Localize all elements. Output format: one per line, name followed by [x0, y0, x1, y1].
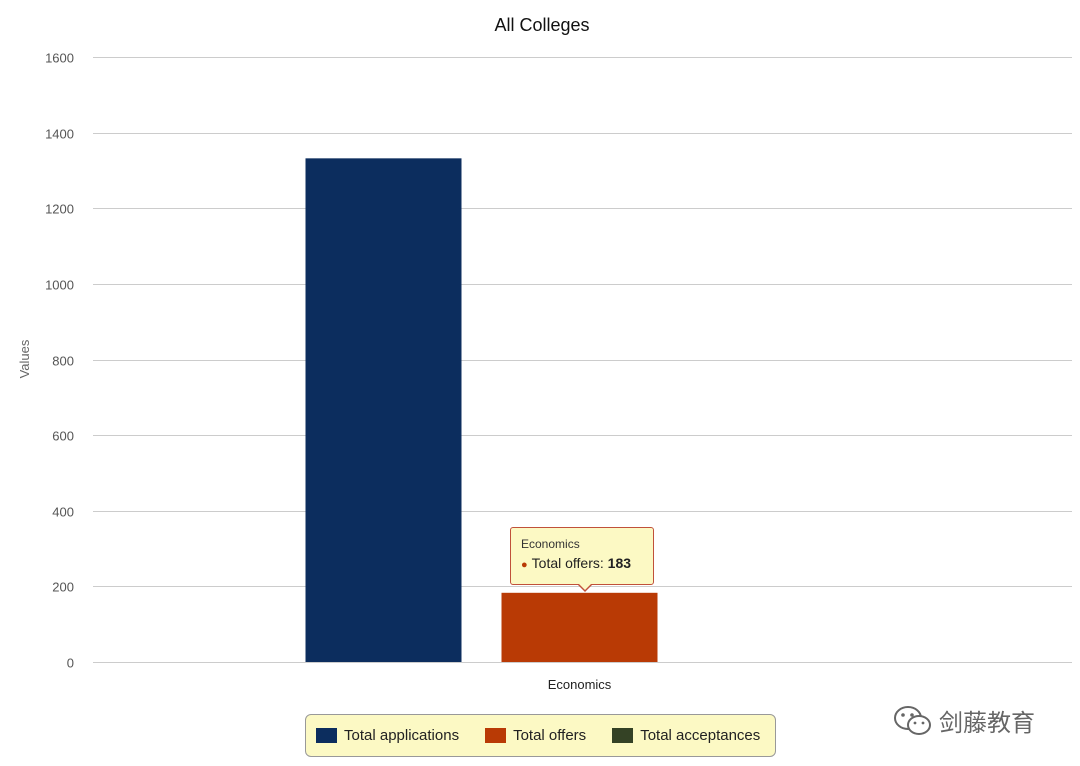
legend-item-total-offers[interactable]: Total offers — [485, 727, 586, 744]
legend: Total applications Total offers Total ac… — [305, 714, 776, 757]
legend-item-total-acceptances[interactable]: Total acceptances — [612, 727, 760, 744]
bars — [305, 158, 658, 662]
grid — [93, 57, 1072, 663]
legend-label: Total offers — [513, 727, 587, 744]
watermark: 剑藤教育 — [893, 703, 1035, 738]
legend-swatch — [485, 728, 507, 743]
y-axis-title: Values — [17, 339, 32, 378]
y-tick-label: 400 — [52, 505, 74, 520]
x-tick-label: Economics — [548, 677, 612, 692]
y-axis: 0 200 400 600 800 1000 1200 1400 1600 — [45, 51, 74, 671]
x-axis: Economics — [548, 677, 612, 692]
tooltip-row: ● Total offers: 183 — [521, 555, 632, 571]
tooltip-series-label: Total offers — [531, 555, 600, 571]
legend-item-total-applications[interactable]: Total applications — [316, 727, 459, 744]
y-tick-label: 1400 — [45, 127, 74, 142]
tooltip-category: Economics — [521, 537, 580, 551]
tooltip-series-dot: ● — [521, 559, 528, 571]
y-tick-label: 1000 — [45, 278, 74, 293]
tooltip-value: 183 — [607, 555, 632, 571]
tooltip: Economics ● Total offers: 183 — [510, 527, 654, 592]
watermark-text: 剑藤教育 — [939, 710, 1035, 737]
bar-total-applications[interactable] — [305, 158, 462, 662]
y-tick-label: 0 — [67, 656, 74, 671]
y-tick-label: 800 — [52, 354, 74, 369]
bar-total-offers[interactable] — [501, 592, 658, 662]
y-tick-label: 1600 — [45, 51, 74, 66]
y-tick-label: 1200 — [45, 202, 74, 217]
legend-swatch — [316, 728, 337, 743]
chart-title: All Colleges — [494, 15, 589, 35]
wechat-icon — [894, 705, 931, 735]
legend-label: Total applications — [344, 727, 460, 744]
legend-label: Total acceptances — [640, 727, 761, 744]
y-tick-label: 200 — [52, 580, 74, 595]
tooltip-arrow — [577, 583, 593, 592]
legend-swatch — [612, 728, 634, 743]
y-tick-label: 600 — [52, 429, 74, 444]
